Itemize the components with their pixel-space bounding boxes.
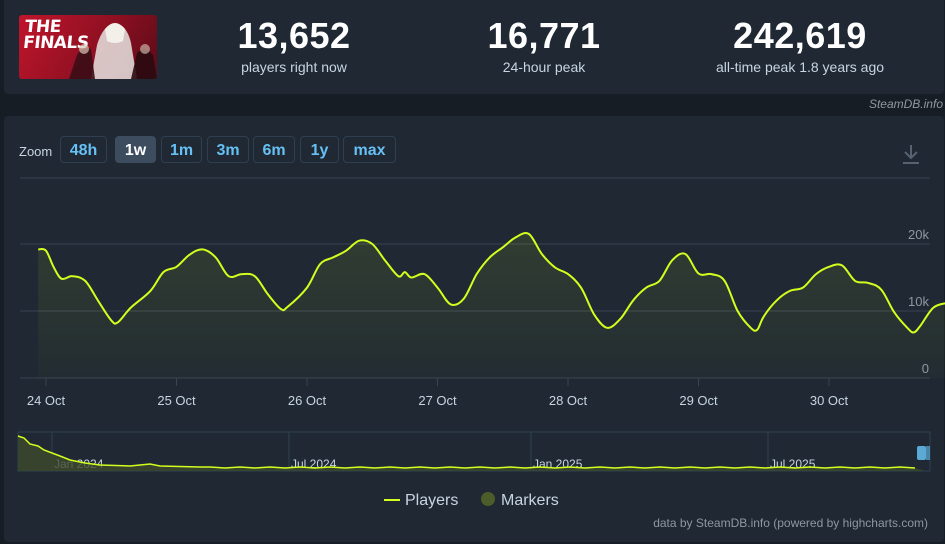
y-tick-label: 0 <box>922 361 929 376</box>
players-series-line[interactable] <box>38 232 945 334</box>
x-tick-label: 30 Oct <box>810 393 849 408</box>
zoom-6m-button[interactable]: 6m <box>253 136 295 163</box>
y-tick-label: 20k <box>908 227 929 242</box>
navigator-line <box>17 435 916 469</box>
navigator-frame <box>17 431 931 472</box>
zoom-1w-button[interactable]: 1w <box>115 136 156 163</box>
game-capsule-image[interactable]: THE FINALS <box>19 15 157 79</box>
legend-players-label[interactable]: Players <box>405 492 458 509</box>
zoom-1m-button[interactable]: 1m <box>161 136 202 163</box>
zoom-48h-button[interactable]: 48h <box>60 136 107 163</box>
zoom-label: Zoom <box>19 144 53 159</box>
peak-24h-value: 16,771 <box>487 15 601 56</box>
zoom-max-button[interactable]: max <box>343 136 396 163</box>
y-tick-label: 10k <box>908 294 929 309</box>
current-players-value: 13,652 <box>237 15 351 56</box>
header-bar: THE FINALS 13,652 players right now 16,7… <box>4 0 944 94</box>
all-time-peak-value: 242,619 <box>733 15 867 56</box>
current-players-label: players right now <box>241 59 347 75</box>
x-tick-label: 25 Oct <box>157 393 196 408</box>
x-tick-label: 28 Oct <box>549 393 588 408</box>
zoom-1y-button[interactable]: 1y <box>300 136 339 163</box>
chart-credit[interactable]: data by SteamDB.info (powered by highcha… <box>653 516 928 530</box>
steamdb-credit[interactable]: SteamDB.info <box>868 97 943 111</box>
all-time-peak-label: all-time peak 1.8 years ago <box>715 59 885 75</box>
stat-24h-peak: 16,771 24-hour peak <box>464 15 624 76</box>
x-tick-label: 27 Oct <box>418 393 457 408</box>
game-art <box>69 23 157 79</box>
peak-24h-label: 24-hour peak <box>502 59 586 75</box>
players-series-area <box>38 233 945 378</box>
x-tick-label: 24 Oct <box>27 393 66 408</box>
legend-markers-swatch[interactable] <box>481 492 495 506</box>
zoom-3m-button[interactable]: 3m <box>207 136 249 163</box>
stat-all-time-peak: 242,619 all-time peak 1.8 years ago <box>690 15 910 76</box>
navigator-handle[interactable] <box>917 446 926 460</box>
stat-current-players: 13,652 players right now <box>214 15 374 76</box>
navigator-handle[interactable] <box>926 446 930 460</box>
x-tick-label: 29 Oct <box>679 393 718 408</box>
x-tick-label: 26 Oct <box>288 393 327 408</box>
download-icon[interactable] <box>900 142 922 166</box>
legend-markers-label[interactable]: Markers <box>501 492 559 509</box>
